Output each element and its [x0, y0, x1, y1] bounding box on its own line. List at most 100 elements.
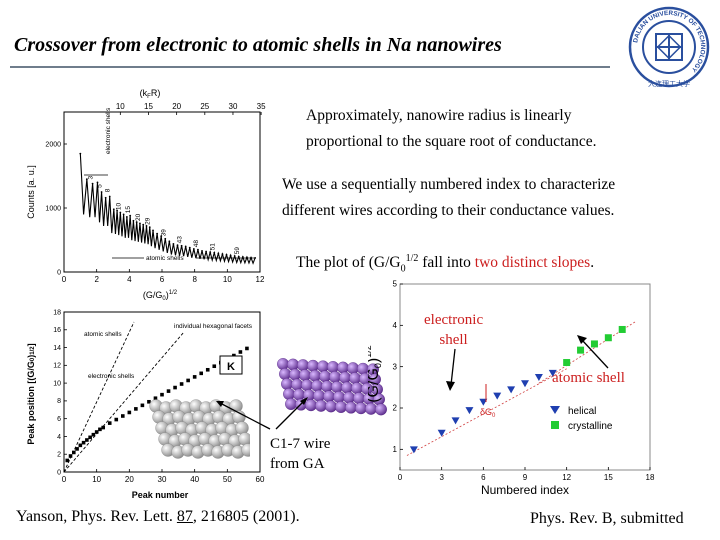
- hist-x-tick-label: 4: [127, 275, 132, 284]
- peak-x-tick-label: 0: [62, 475, 67, 484]
- peak-point: [212, 364, 217, 369]
- histogram-point: [104, 196, 107, 199]
- hist-y-tick-label: 0: [57, 269, 61, 276]
- peak-x-ticks: 0 10 20 30 40 50 60: [62, 469, 265, 484]
- crystalline-point: [577, 346, 585, 354]
- index-x-tick-label: 0: [398, 473, 403, 482]
- peak-point: [72, 450, 76, 455]
- slopes-text-b: fall into: [418, 254, 475, 272]
- citation-right: Phys. Rev. B, submitted: [530, 510, 684, 527]
- purple-atom: [353, 392, 365, 405]
- purple-atom: [331, 381, 343, 393]
- index-x-tick-label: 18: [646, 473, 655, 482]
- crystalline-point: [604, 334, 612, 342]
- wire-label-line1: C1-7 wire: [270, 436, 331, 452]
- histogram-peak-label: 15: [125, 206, 132, 214]
- peak-y-tick-label: 0: [57, 469, 61, 476]
- index-x-tick-label: 12: [562, 473, 571, 482]
- peak-point: [121, 414, 125, 418]
- index-x-tick-label: 3: [439, 473, 444, 482]
- histogram-point: [85, 178, 88, 181]
- hist-top-tick-label: 15: [144, 102, 153, 111]
- histogram-peak-label: 3: [88, 175, 95, 179]
- legend-crystalline-marker: [551, 421, 559, 429]
- histogram-peak-label: 51: [209, 243, 216, 251]
- histogram-point: [237, 255, 240, 258]
- wire-arrowhead-gray-icon: [216, 401, 224, 407]
- peak-atomic-guide: [63, 321, 135, 473]
- histogram-y-ticks: 0 1000 2000: [45, 141, 67, 276]
- crystalline-point: [590, 340, 598, 348]
- histogram-point: [201, 249, 203, 252]
- histogram-point: [229, 254, 232, 257]
- histogram-point: [205, 250, 208, 253]
- peak-point: [88, 435, 92, 440]
- histogram-peak-label: 59: [234, 247, 241, 255]
- peak-x-tick-label: 10: [92, 475, 101, 484]
- purple-atom: [279, 368, 291, 380]
- histogram-point: [225, 253, 228, 256]
- purple-atom: [355, 402, 367, 415]
- purple-atom: [277, 358, 289, 370]
- histogram-series-line: [79, 153, 256, 265]
- citation-left-volume: 87: [176, 508, 193, 525]
- atomic-arrow: [577, 335, 609, 369]
- purple-atom: [341, 381, 353, 394]
- histogram-peak-label: 48: [193, 240, 200, 248]
- index-legend: helical crystalline: [550, 406, 613, 432]
- peak-position-chart: 0 10 20 30 40 50 60 0 2 4 6 8 10 12 14 16 18 atomic she…: [26, 309, 265, 500]
- purple-atom: [337, 361, 349, 374]
- histogram-point: [209, 251, 212, 254]
- university-seal-icon: DALIAN UNIVERSITY OF TECHNOLOGY 大连理工大学: [628, 6, 710, 88]
- histogram-point: [217, 252, 220, 255]
- citation-left: Yanson, Phys. Rev. Lett. 87, 216805 (200…: [16, 508, 300, 526]
- peak-point: [160, 392, 164, 397]
- purple-atom: [349, 372, 361, 385]
- electronic-arrow-line: [450, 348, 456, 386]
- peak-point: [238, 350, 243, 354]
- helical-point: [534, 374, 543, 381]
- hist-y-tick-label: 2000: [45, 141, 61, 148]
- histogram-x-label: (G/G0)1/2: [143, 290, 178, 302]
- hist-top-tick-label: 20: [172, 102, 181, 111]
- histogram-peak-label: 5: [97, 184, 104, 188]
- peak-points: [65, 346, 249, 463]
- paragraph-radius: Approximately, nanowire radius is linear…: [306, 103, 597, 155]
- electronic-annotation-line1: electronic: [424, 312, 484, 328]
- histogram-point: [176, 244, 179, 247]
- peak-point: [101, 425, 105, 430]
- helical-point: [507, 386, 516, 394]
- index-delta-label: δG0: [480, 407, 496, 419]
- slopes-sup: 1/2: [405, 253, 419, 264]
- peak-x-tick-label: 60: [256, 475, 265, 484]
- peak-atomic-label: atomic shells: [84, 331, 122, 338]
- paragraph-slopes: The plot of (G/G01/2 fall into two disti…: [296, 246, 594, 282]
- electronic-shell-annotation: electronic shell: [424, 310, 483, 350]
- paragraph-radius-line2: proportional to the square root of condu…: [306, 133, 597, 150]
- helical-point: [548, 369, 557, 377]
- gray-nanowire-image: [149, 399, 250, 459]
- helical-point: [409, 446, 418, 454]
- index-x-tick-label: 6: [481, 473, 486, 482]
- index-y-tick-label: 1: [393, 445, 398, 454]
- peak-electronic-label: electronic shells: [88, 373, 135, 380]
- svg-text:大连理工大学: 大连理工大学: [648, 79, 690, 88]
- purple-atom: [339, 371, 351, 384]
- hist-x-tick-label: 10: [223, 275, 232, 284]
- purple-atom: [323, 390, 335, 403]
- paragraph-index-line2: different wires according to their condu…: [282, 202, 615, 219]
- index-y-tick-label: 3: [393, 362, 398, 371]
- peak-point: [173, 385, 177, 390]
- hist-x-tick-label: 12: [256, 275, 265, 284]
- legend-crystalline-label: crystalline: [568, 421, 613, 432]
- peak-point: [140, 403, 145, 408]
- histogram-point: [188, 246, 191, 249]
- histogram-point: [79, 152, 82, 155]
- histogram-atomic-label: atomic shells: [146, 255, 184, 262]
- purple-atom: [319, 370, 331, 383]
- peak-point: [134, 407, 138, 411]
- peak-point: [78, 443, 83, 448]
- atomic-shell-annotation: atomic shell: [552, 370, 625, 386]
- peak-k-box: [219, 355, 243, 375]
